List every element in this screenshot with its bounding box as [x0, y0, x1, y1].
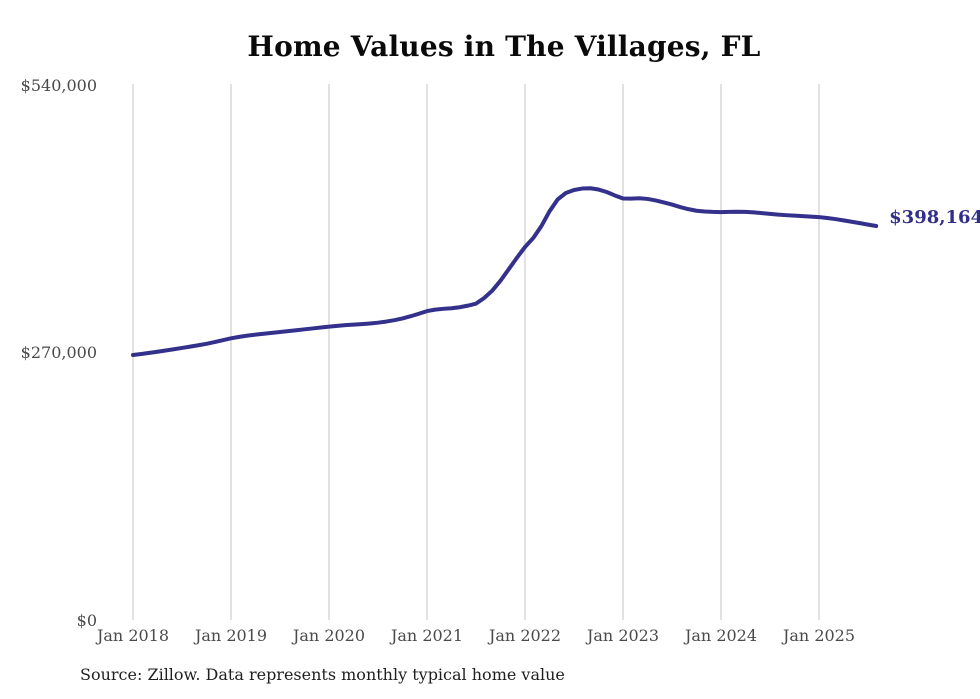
- chart-title: Home Values in The Villages, FL: [247, 30, 761, 63]
- x-tick-label: Jan 2019: [194, 626, 268, 645]
- x-tick-label: Jan 2023: [586, 626, 660, 645]
- x-tick-label: Jan 2018: [96, 626, 170, 645]
- source-note: Source: Zillow. Data represents monthly …: [80, 665, 565, 684]
- x-tick-label: Jan 2020: [292, 626, 366, 645]
- latest-value-label: $398,164: [889, 207, 980, 229]
- y-tick-label: $270,000: [20, 343, 97, 362]
- x-tick-label: Jan 2021: [390, 626, 464, 645]
- x-tick-label: Jan 2024: [684, 626, 758, 645]
- y-tick-label: $540,000: [20, 75, 97, 95]
- home-value-line: [131, 186, 879, 357]
- y-tick-label: $0: [76, 610, 97, 630]
- x-tick-label: Jan 2025: [782, 626, 856, 645]
- x-tick-label: Jan 2022: [488, 626, 562, 645]
